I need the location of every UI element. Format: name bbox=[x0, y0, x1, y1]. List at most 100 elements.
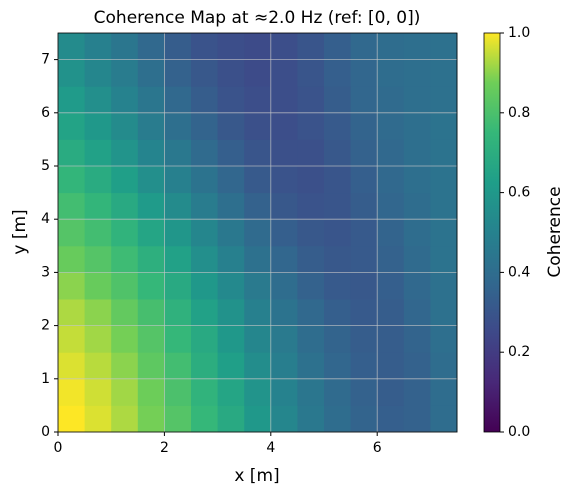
heatmap-cell bbox=[84, 245, 112, 273]
heatmap-cell bbox=[430, 378, 458, 406]
heatmap-cell bbox=[350, 378, 378, 406]
heatmap-cell bbox=[191, 139, 219, 167]
colorbar-tick-label: 0.8 bbox=[508, 105, 530, 121]
heatmap-cell bbox=[244, 325, 272, 353]
heatmap-cell bbox=[270, 378, 298, 406]
heatmap-cell bbox=[403, 33, 431, 61]
heatmap-cell bbox=[137, 166, 165, 194]
heatmap-cell bbox=[403, 139, 431, 167]
heatmap-cell bbox=[164, 405, 192, 433]
heatmap-cell bbox=[217, 272, 245, 300]
heatmap-cell bbox=[137, 139, 165, 167]
heatmap-cell bbox=[191, 166, 219, 194]
heatmap-cell bbox=[350, 299, 378, 327]
heatmap-cell bbox=[377, 192, 405, 220]
heatmap-cell bbox=[217, 86, 245, 114]
heatmap-cell bbox=[244, 299, 272, 327]
heatmap-cell bbox=[191, 378, 219, 406]
heatmap-cell bbox=[270, 245, 298, 273]
heatmap-cell bbox=[297, 86, 325, 114]
heatmap-cell bbox=[111, 192, 139, 220]
heatmap-cell bbox=[324, 352, 352, 380]
heatmap-cell bbox=[111, 112, 139, 140]
heatmap-cell bbox=[111, 139, 139, 167]
heatmap-cell bbox=[297, 325, 325, 353]
heatmap-cell bbox=[217, 219, 245, 247]
heatmap-cell bbox=[377, 33, 405, 61]
heatmap-cell bbox=[350, 325, 378, 353]
heatmap-cell bbox=[350, 272, 378, 300]
heatmap-cell bbox=[324, 166, 352, 194]
heatmap-cell bbox=[377, 352, 405, 380]
heatmap-cell bbox=[270, 86, 298, 114]
heatmap-cell bbox=[137, 112, 165, 140]
heatmap-cell bbox=[297, 139, 325, 167]
heatmap-cell bbox=[191, 299, 219, 327]
heatmap-cell bbox=[164, 299, 192, 327]
heatmap-cell bbox=[164, 192, 192, 220]
heatmap-cell bbox=[191, 352, 219, 380]
heatmap-cell bbox=[111, 166, 139, 194]
heatmap-cell bbox=[217, 112, 245, 140]
heatmap-cell bbox=[217, 192, 245, 220]
heatmap-cell bbox=[324, 272, 352, 300]
heatmap-cell bbox=[217, 299, 245, 327]
heatmap-cell bbox=[297, 192, 325, 220]
heatmap-cell bbox=[244, 139, 272, 167]
heatmap-cell bbox=[270, 325, 298, 353]
heatmap-cell bbox=[137, 405, 165, 433]
heatmap-cell bbox=[270, 139, 298, 167]
heatmap-cell bbox=[137, 378, 165, 406]
heatmap-cell bbox=[377, 112, 405, 140]
heatmap-cell bbox=[403, 166, 431, 194]
heatmap-cell bbox=[377, 139, 405, 167]
heatmap-cell bbox=[137, 325, 165, 353]
heatmap-cell bbox=[244, 166, 272, 194]
heatmap-cell bbox=[430, 33, 458, 61]
x-tick-label: 6 bbox=[373, 440, 382, 456]
heatmap-cell bbox=[217, 139, 245, 167]
y-tick-label: 2 bbox=[41, 318, 50, 334]
heatmap-cell bbox=[58, 352, 86, 380]
heatmap-cell bbox=[191, 325, 219, 353]
heatmap-cell bbox=[270, 59, 298, 87]
heatmap-cell bbox=[297, 59, 325, 87]
heatmap-cell bbox=[137, 59, 165, 87]
heatmap-cell bbox=[84, 405, 112, 433]
heatmap-cell bbox=[350, 219, 378, 247]
heatmap-cell bbox=[270, 219, 298, 247]
heatmap-cell bbox=[111, 272, 139, 300]
heatmap-cell bbox=[111, 405, 139, 433]
heatmap-cell bbox=[270, 166, 298, 194]
heatmap-cell bbox=[270, 112, 298, 140]
heatmap-cell bbox=[58, 112, 86, 140]
heatmap-cell bbox=[111, 378, 139, 406]
y-tick-label: 7 bbox=[41, 52, 50, 68]
heatmap-cell bbox=[164, 378, 192, 406]
heatmap-cell bbox=[403, 192, 431, 220]
heatmap-cell bbox=[191, 59, 219, 87]
x-tick-label: 4 bbox=[266, 440, 275, 456]
heatmap-cell bbox=[430, 272, 458, 300]
heatmap-cell bbox=[111, 325, 139, 353]
heatmap-cell bbox=[430, 219, 458, 247]
heatmap-cell bbox=[191, 192, 219, 220]
heatmap-cell bbox=[164, 352, 192, 380]
heatmap-cell bbox=[430, 192, 458, 220]
heatmap-cell bbox=[84, 166, 112, 194]
heatmap-cell bbox=[137, 192, 165, 220]
heatmap-cell bbox=[58, 325, 86, 353]
heatmap-cell bbox=[58, 272, 86, 300]
heatmap-cell bbox=[164, 112, 192, 140]
heatmap-cell bbox=[137, 245, 165, 273]
heatmap-cell bbox=[377, 245, 405, 273]
heatmap-cell bbox=[217, 166, 245, 194]
heatmap-cell bbox=[164, 219, 192, 247]
y-tick-label: 1 bbox=[41, 371, 50, 387]
heatmap-cell bbox=[164, 272, 192, 300]
heatmap-cell bbox=[58, 219, 86, 247]
heatmap-cell bbox=[324, 219, 352, 247]
heatmap-cell bbox=[403, 112, 431, 140]
heatmap-cell bbox=[377, 166, 405, 194]
